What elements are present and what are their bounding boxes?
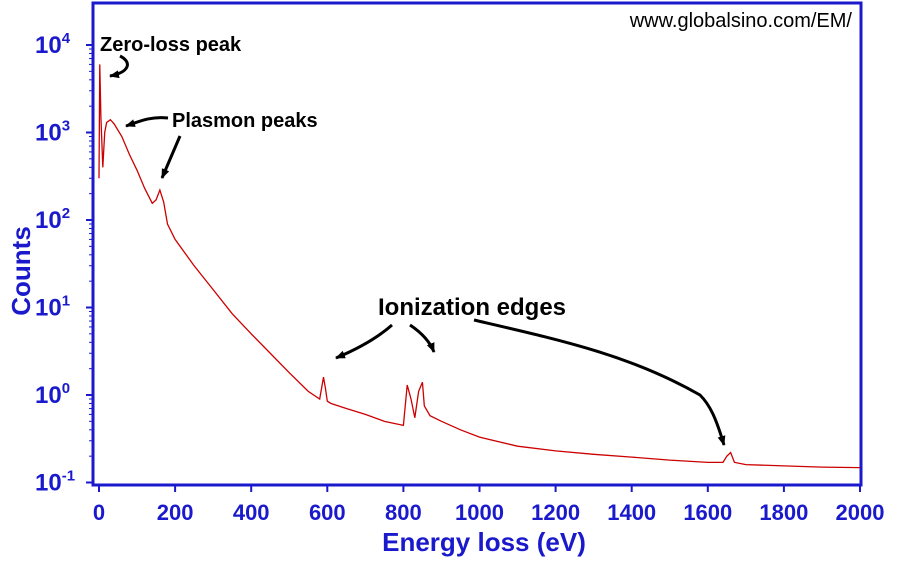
x-tick-label: 2000 xyxy=(836,500,885,525)
x-tick-label: 1400 xyxy=(607,500,656,525)
x-tick-label: 600 xyxy=(309,500,346,525)
x-axis-ticks: 0 200 400 600 800 1000 1200 1400 1600 1800 2000 xyxy=(93,485,885,525)
x-tick-label: 1200 xyxy=(531,500,580,525)
x-axis-title: Energy loss (eV) xyxy=(382,527,586,557)
x-tick-label: 400 xyxy=(233,500,270,525)
x-tick-label: 0 xyxy=(93,500,105,525)
series-line xyxy=(98,64,861,469)
y-tick-label: 104 xyxy=(35,30,71,59)
annotation-plasmon: Plasmon peaks xyxy=(172,110,318,132)
y-axis-ticks: 104 103 102 101 100 10-1 xyxy=(35,30,93,497)
credit-text: www.globalsino.com/EM/ xyxy=(629,10,853,32)
arrow-ionization-3 xyxy=(473,318,726,446)
x-tick-label: 1000 xyxy=(455,500,504,525)
x-tick-label: 1600 xyxy=(683,500,732,525)
arrow-ionization-2 xyxy=(409,323,436,353)
y-tick-label: 10-1 xyxy=(35,468,75,497)
plot-area-frame xyxy=(91,1,863,487)
annotation-zero-loss: Zero-loss peak xyxy=(100,34,242,56)
y-tick-label: 100 xyxy=(35,380,70,409)
arrow-plasmon-2 xyxy=(160,135,182,179)
x-tick-label: 800 xyxy=(385,500,422,525)
arrow-zero-loss xyxy=(109,54,129,79)
arrow-ionization-1 xyxy=(335,323,393,360)
x-tick-label: 1800 xyxy=(759,500,808,525)
y-tick-label: 103 xyxy=(35,118,70,147)
y-tick-label: 101 xyxy=(35,293,70,322)
y-tick-label: 102 xyxy=(35,205,70,234)
y-axis-title: Counts xyxy=(6,226,36,316)
x-tick-label: 200 xyxy=(157,500,194,525)
arrow-plasmon-1 xyxy=(125,116,169,128)
annotation-ionization: Ionization edges xyxy=(378,294,566,321)
